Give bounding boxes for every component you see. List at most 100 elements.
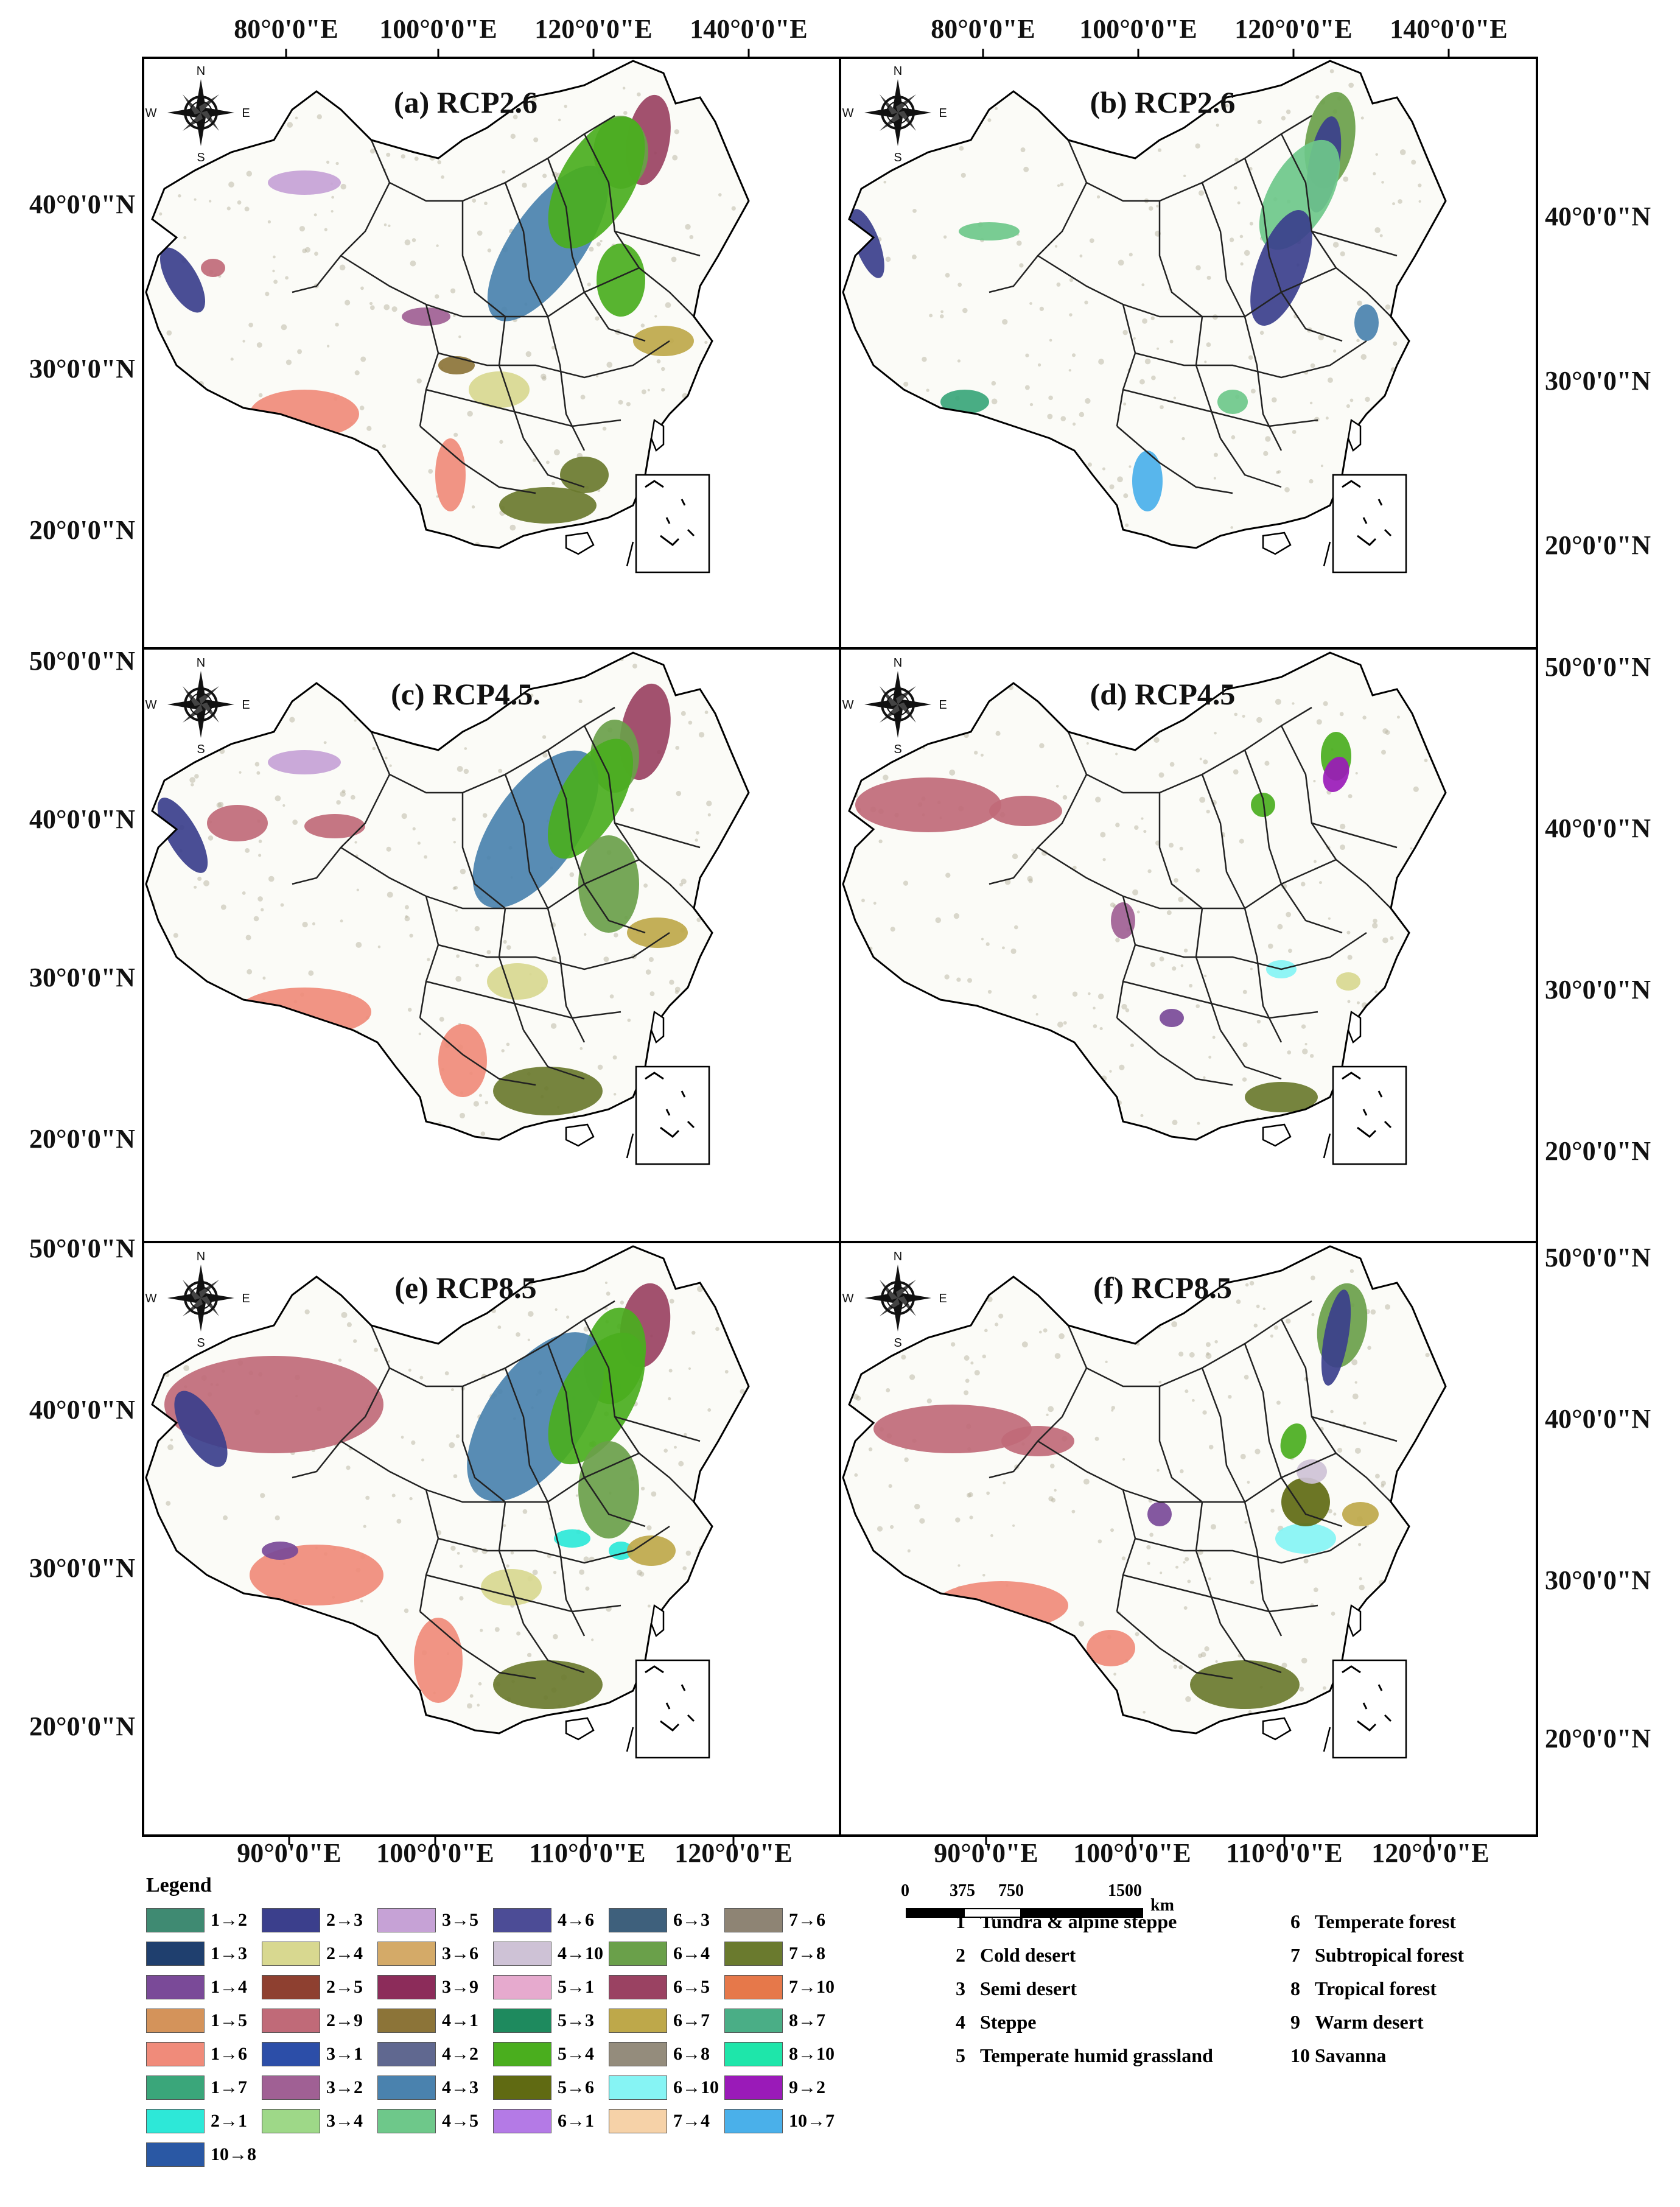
texture-speck	[219, 1270, 225, 1275]
texture-speck	[282, 804, 285, 807]
legend-item: 2→3	[262, 1906, 363, 1935]
legend-item: 6→1	[493, 2107, 594, 2136]
texture-speck	[170, 438, 173, 442]
texture-speck	[1382, 937, 1388, 944]
texture-speck	[424, 855, 427, 859]
scale-tick-750: 750	[998, 1881, 1024, 1900]
texture-speck	[385, 756, 388, 760]
texture-speck	[344, 1070, 350, 1076]
texture-speck	[1147, 869, 1152, 874]
texture-speck	[1079, 254, 1083, 258]
texture-speck	[674, 129, 679, 135]
legend-item: 6→5	[609, 1973, 710, 2002]
texture-speck	[962, 307, 968, 314]
texture-speck	[965, 1129, 970, 1133]
texture-speck	[453, 314, 456, 317]
texture-speck	[1402, 419, 1405, 423]
texture-speck	[699, 1020, 704, 1025]
top-lon-label: 80°0'0"E	[234, 14, 338, 44]
texture-speck	[359, 405, 365, 410]
texture-speck	[262, 976, 266, 980]
texture-speck	[268, 1011, 273, 1014]
texture-speck	[592, 533, 597, 538]
texture-speck	[1264, 760, 1270, 766]
texture-speck	[1263, 451, 1269, 456]
texture-speck	[983, 1678, 989, 1683]
texture-speck	[706, 801, 712, 807]
texture-speck	[1012, 1524, 1015, 1527]
texture-speck	[427, 539, 432, 543]
texture-speck	[962, 1092, 967, 1098]
texture-speck	[1189, 984, 1193, 988]
texture-speck	[1405, 1546, 1410, 1551]
transition-patch-4-to-5	[1217, 390, 1248, 414]
texture-speck	[889, 481, 894, 486]
texture-speck	[286, 1108, 290, 1112]
texture-speck	[1115, 823, 1120, 827]
texture-speck	[1071, 353, 1076, 357]
class-key-10: 10 Savanna	[1290, 2044, 1386, 2067]
texture-speck	[1382, 728, 1388, 734]
texture-speck	[387, 1360, 391, 1363]
texture-speck	[1048, 1283, 1051, 1287]
texture-speck	[856, 1395, 861, 1401]
compass-n-label: N	[197, 656, 205, 670]
texture-speck	[697, 467, 701, 471]
texture-speck	[887, 1137, 892, 1140]
texture-speck	[685, 1550, 691, 1556]
legend-swatch	[262, 2042, 320, 2066]
texture-speck	[354, 719, 357, 722]
texture-speck	[289, 717, 295, 723]
legend-label: 4→6	[558, 1910, 594, 1930]
texture-speck	[1405, 871, 1409, 875]
texture-speck	[1413, 786, 1419, 792]
legend-item: 6→3	[609, 1906, 710, 1935]
texture-speck	[697, 1286, 703, 1293]
transition-patch-4-to-1	[438, 356, 475, 374]
legend-item: 1→4	[146, 1973, 247, 2002]
texture-speck	[210, 1078, 217, 1084]
texture-speck	[280, 903, 284, 907]
texture-speck	[597, 1064, 603, 1070]
texture-speck	[904, 471, 909, 476]
texture-speck	[1425, 1353, 1430, 1358]
texture-speck	[1410, 1599, 1416, 1605]
texture-speck	[1292, 430, 1297, 434]
legend-item: 1→7	[146, 2073, 247, 2102]
texture-speck	[258, 840, 262, 843]
legend-item: 8→7	[724, 2006, 825, 2035]
texture-speck	[1035, 1012, 1038, 1016]
texture-speck	[389, 764, 392, 767]
texture-speck	[589, 247, 594, 252]
texture-speck	[486, 950, 491, 955]
texture-speck	[1178, 896, 1184, 902]
right-lat-label: 20°0'0"N	[1545, 530, 1651, 560]
class-name: Subtropical forest	[1315, 1944, 1465, 1966]
texture-speck	[200, 452, 205, 457]
class-number: 7	[1290, 1944, 1300, 1966]
transition-patch-9-to-2	[1323, 756, 1349, 793]
texture-speck	[265, 1723, 271, 1729]
legend-swatch	[377, 2109, 436, 2133]
texture-speck	[969, 1515, 973, 1520]
class-name: Temperate forest	[1315, 1911, 1456, 1932]
legend-label: 1→5	[211, 2010, 247, 2030]
right-lat-label: 40°0'0"N	[1545, 1404, 1651, 1434]
texture-speck	[648, 956, 654, 963]
texture-speck	[991, 381, 996, 386]
legend-label: 1→2	[211, 1910, 247, 1930]
texture-speck	[416, 378, 422, 384]
texture-speck	[692, 1598, 695, 1601]
legend-label: 3→1	[326, 2044, 363, 2064]
texture-speck	[1242, 1042, 1248, 1048]
texture-speck	[630, 807, 634, 812]
texture-speck	[1340, 823, 1346, 830]
texture-speck	[732, 1102, 738, 1108]
texture-speck	[259, 1301, 263, 1305]
texture-speck	[1354, 1447, 1361, 1454]
panel-a-map: N S E W (a) RCP2.6	[145, 60, 750, 574]
texture-speck	[1438, 70, 1443, 75]
texture-speck	[189, 777, 196, 784]
texture-speck	[861, 899, 865, 902]
texture-speck	[595, 316, 600, 321]
